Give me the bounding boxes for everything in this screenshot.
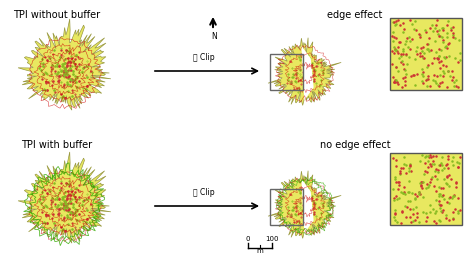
Bar [270, 54, 303, 90]
Text: no edge effect: no edge effect [319, 140, 390, 150]
Polygon shape [301, 46, 314, 100]
Text: TPI without buffer: TPI without buffer [13, 10, 100, 20]
Text: 🔨 Clip: 🔨 Clip [193, 53, 215, 62]
Text: 100: 100 [265, 236, 279, 242]
Polygon shape [268, 171, 341, 238]
Text: 🔨 Clip: 🔨 Clip [193, 188, 215, 197]
Polygon shape [301, 179, 314, 233]
Text: edge effect: edge effect [328, 10, 383, 20]
Text: TPI with buffer: TPI with buffer [21, 140, 92, 150]
Bar [270, 189, 303, 225]
Text: N: N [211, 32, 217, 41]
Bar [390, 18, 462, 90]
Bar [390, 153, 462, 225]
Text: 0: 0 [246, 236, 250, 242]
Polygon shape [268, 38, 341, 105]
Polygon shape [18, 152, 111, 243]
Text: m: m [256, 248, 264, 254]
Polygon shape [18, 19, 111, 110]
